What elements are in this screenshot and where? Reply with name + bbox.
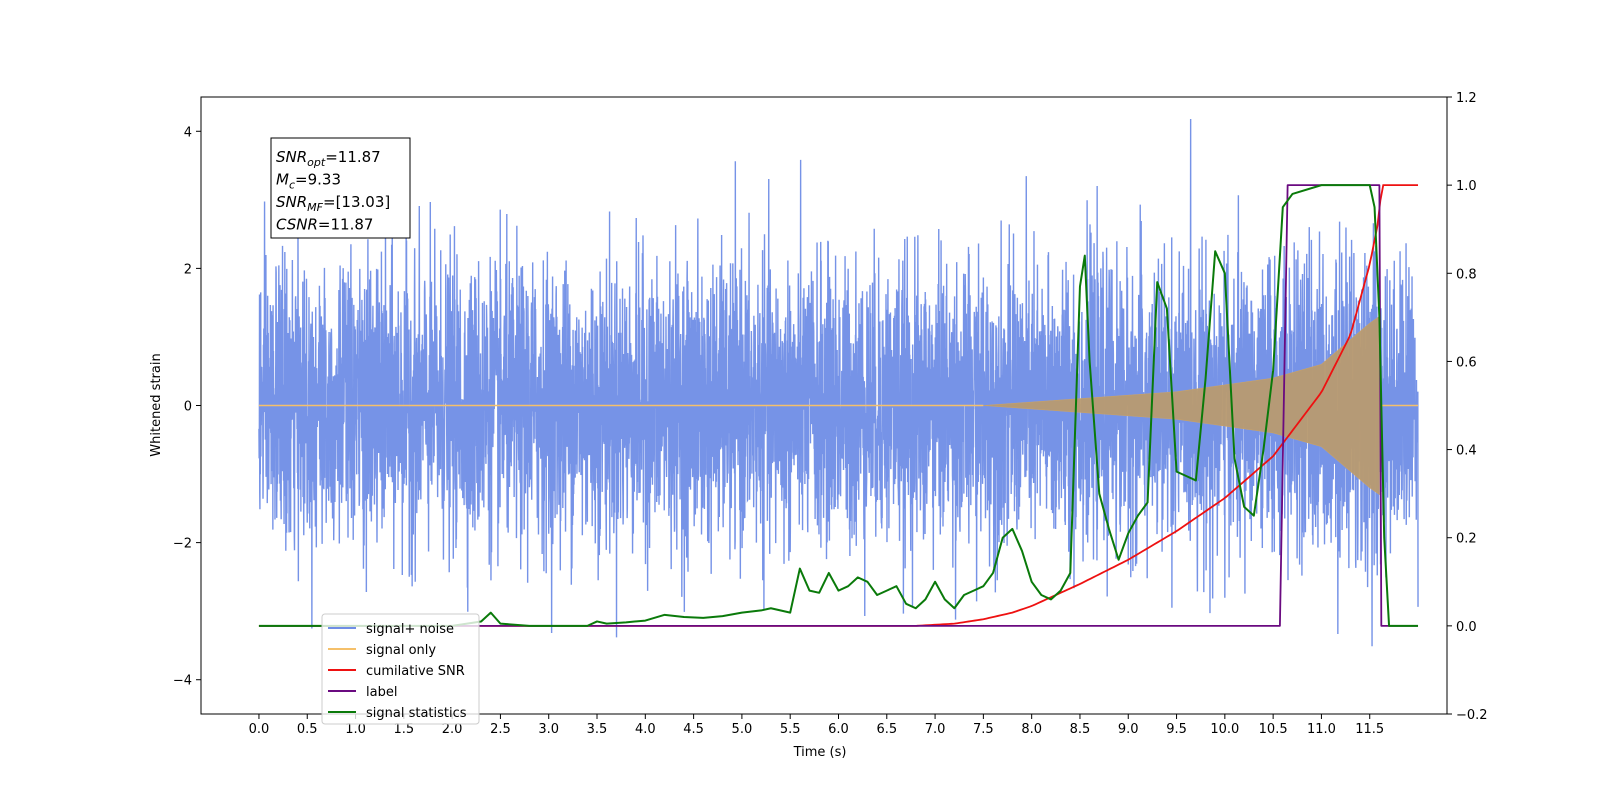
x-tick-label: 3.0 [538, 722, 559, 737]
y-right-tick-label: 1.0 [1456, 179, 1477, 194]
y-left-tick-label: 4 [184, 125, 192, 140]
x-tick-label: 0.5 [297, 722, 318, 737]
x-tick-label: 9.0 [1118, 722, 1139, 737]
y-right-tick-label: 0.8 [1456, 267, 1477, 282]
series-signal-plus-noise [258, 119, 1419, 647]
annotation-line: CSNR=11.87 [276, 216, 373, 234]
x-tick-label: 4.5 [683, 722, 704, 737]
legend-label: signal+ noise [366, 622, 454, 637]
x-tick-label: 7.5 [973, 722, 994, 737]
annotation-frame [270, 137, 411, 239]
y-left-tick-label: 0 [184, 400, 192, 415]
legend-label: signal only [366, 643, 436, 658]
x-axis-label: Time (s) [793, 745, 847, 760]
y-axis-left: −4 −2 0 2 4 [173, 125, 201, 689]
legend: signal+ noise signal only cumilative SNR la… [321, 613, 480, 725]
series-line-signal-plus-noise [258, 119, 1419, 647]
y-axis-label: Whitened strain [149, 353, 164, 456]
x-tick-label: 6.5 [876, 722, 897, 737]
x-tick-label: 11.5 [1355, 722, 1384, 737]
y-right-tick-label: 0.4 [1456, 444, 1477, 459]
y-right-tick-label: 0.2 [1456, 532, 1477, 547]
x-tick-label: 7.0 [925, 722, 946, 737]
x-tick-label: 2.5 [490, 722, 511, 737]
y-right-tick-label: −0.2 [1456, 708, 1488, 723]
annotation-line: Mc=9.33 [276, 171, 341, 192]
annotation-line: SNRMF=[13.03] [276, 193, 390, 214]
series-area-signal-only [983, 315, 1380, 496]
y-left-tick-label: 2 [184, 262, 192, 277]
x-tick-label: 1.0 [345, 722, 366, 737]
x-tick-label: 5.0 [732, 722, 753, 737]
legend-label: cumilative SNR [366, 664, 465, 679]
series-signal-only [258, 315, 1419, 496]
y-left-tick-label: −4 [173, 674, 192, 689]
x-tick-label: 4.0 [635, 722, 656, 737]
legend-label: label [366, 685, 397, 700]
x-tick-label: 8.5 [1070, 722, 1091, 737]
series-line-signal-statistics [258, 184, 1419, 627]
x-tick-label: 3.5 [587, 722, 608, 737]
y-axis-right: −0.2 0.0 0.2 0.4 0.6 0.8 1.0 1.2 [1447, 91, 1488, 723]
x-tick-label: 10.5 [1259, 722, 1288, 737]
y-right-tick-label: 0.6 [1456, 355, 1477, 370]
y-right-tick-label: 0.0 [1456, 620, 1477, 635]
x-tick-label: 8.0 [1021, 722, 1042, 737]
series-signal-statistics [258, 184, 1419, 627]
x-tick-label: 6.0 [828, 722, 849, 737]
x-tick-label: 2.0 [442, 722, 463, 737]
y-right-tick-label: 1.2 [1456, 91, 1477, 106]
legend-label: signal statistics [366, 706, 467, 721]
x-tick-label: 5.5 [780, 722, 801, 737]
x-tick-label: 9.5 [1166, 722, 1187, 737]
x-tick-label: 10.0 [1210, 722, 1239, 737]
x-tick-label: 1.5 [393, 722, 414, 737]
x-axis: 0.0 0.5 1.0 1.5 2.0 2.5 3.0 3.5 4.0 4.5 5.0 5.5 6.0 6… [249, 714, 1384, 737]
x-tick-label: 11.0 [1307, 722, 1336, 737]
legend-frame [321, 613, 480, 725]
annotation-line: SNRopt=11.87 [276, 148, 381, 169]
x-tick-label: 0.0 [249, 722, 270, 737]
y-left-tick-label: −2 [173, 537, 192, 552]
